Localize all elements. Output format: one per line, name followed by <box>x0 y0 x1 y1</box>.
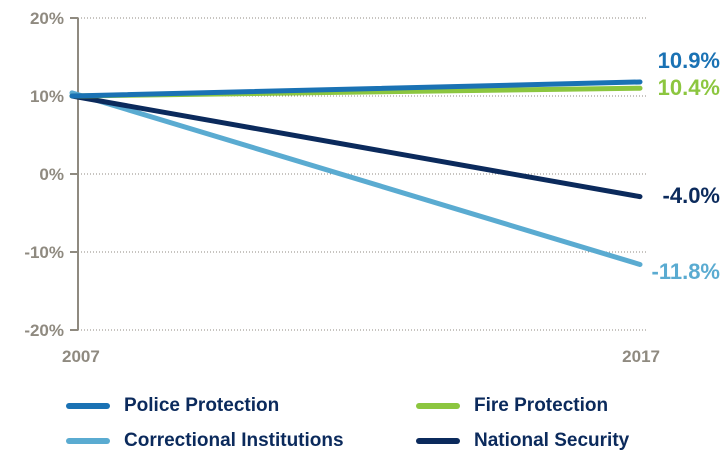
y-tick-label: -20% <box>24 321 64 340</box>
series-line-national <box>69 93 643 200</box>
legend-swatch-correctional <box>66 438 110 444</box>
legend-item-fire: Fire Protection <box>416 394 608 418</box>
series-lines <box>69 79 643 267</box>
gridlines <box>70 17 648 331</box>
legend-item-police: Police Protection <box>66 394 279 418</box>
legend: Police Protection Fire Protection Correc… <box>62 392 722 452</box>
legend-swatch-fire <box>416 403 460 409</box>
legend-label-fire: Fire Protection <box>474 395 609 416</box>
x-tick-label: 2007 <box>62 347 100 366</box>
legend-label-correctional: Correctional Institutions <box>124 430 344 451</box>
line-chart: 20% 10% 0% -10% -20% 2007 2017 10.9%10.4% -11.… <box>24 9 721 366</box>
end-label-fire: 10.4% <box>658 75 720 100</box>
legend-swatch-national <box>416 438 460 444</box>
series-line-correctional <box>69 90 643 267</box>
x-tick-label: 2017 <box>622 347 660 366</box>
end-label-national: -4.0% <box>663 183 720 208</box>
y-tick-label: 10% <box>30 87 64 106</box>
y-tick-label: 20% <box>30 9 64 28</box>
x-axis-ticks: 2007 2017 <box>62 347 660 366</box>
legend-item-correctional: Correctional Institutions <box>66 429 344 453</box>
end-label-police: 10.9% <box>658 48 720 73</box>
end-label-correctional: -11.8% <box>652 259 721 284</box>
end-labels: 10.9%10.4% -11.8% -4.0% <box>652 48 721 284</box>
y-tick-label: 0% <box>39 165 64 184</box>
y-axis-ticks: 20% 10% 0% -10% -20% <box>24 9 64 340</box>
legend-item-national: National Security <box>416 429 629 453</box>
legend-label-police: Police Protection <box>124 395 280 416</box>
legend-swatch-police <box>66 403 110 409</box>
y-tick-label: -10% <box>24 243 64 262</box>
series-line-police <box>69 79 643 99</box>
legend-label-national: National Security <box>474 430 630 451</box>
